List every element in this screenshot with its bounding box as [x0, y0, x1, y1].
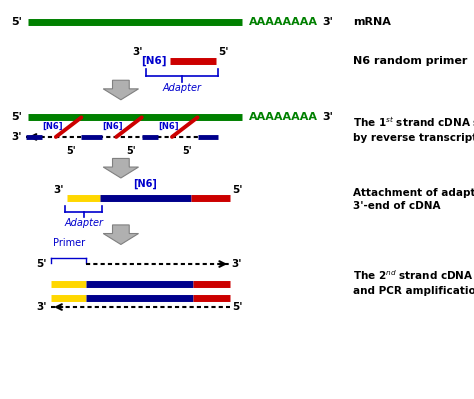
Text: 5': 5'	[11, 17, 22, 27]
Text: [N6]: [N6]	[102, 122, 123, 131]
Text: Attachment of adapter to: Attachment of adapter to	[353, 188, 474, 198]
Text: [N6]: [N6]	[158, 122, 179, 131]
Text: 3': 3'	[11, 132, 22, 142]
Text: 3': 3'	[322, 17, 333, 27]
Text: [N6]: [N6]	[141, 55, 166, 66]
Text: 3': 3'	[232, 259, 242, 269]
Text: Primer: Primer	[53, 237, 85, 248]
Text: The 1$^{st}$ strand cDNA synthesis: The 1$^{st}$ strand cDNA synthesis	[353, 115, 474, 131]
Text: N6 random primer: N6 random primer	[353, 56, 467, 66]
Text: 5': 5'	[182, 146, 192, 156]
Text: 5': 5'	[11, 113, 22, 122]
Polygon shape	[103, 225, 138, 245]
Text: 5': 5'	[127, 146, 136, 156]
Text: The 2$^{nd}$ strand cDNA synthesis: The 2$^{nd}$ strand cDNA synthesis	[353, 269, 474, 284]
Text: 3'-end of cDNA: 3'-end of cDNA	[353, 201, 441, 211]
Text: [N6]: [N6]	[133, 179, 157, 189]
Text: 5': 5'	[36, 259, 47, 269]
Text: Adapter: Adapter	[64, 218, 103, 228]
Text: by reverse transcription: by reverse transcription	[353, 133, 474, 143]
Text: 5': 5'	[218, 47, 228, 57]
Text: and PCR amplification: and PCR amplification	[353, 286, 474, 296]
Text: 3': 3'	[53, 185, 64, 195]
Text: 3': 3'	[132, 47, 142, 57]
Text: [N6]: [N6]	[42, 122, 63, 131]
Polygon shape	[103, 158, 138, 178]
Text: AAAAAAAA: AAAAAAAA	[248, 113, 318, 122]
Text: 5': 5'	[232, 302, 242, 312]
Polygon shape	[103, 80, 138, 100]
Text: 3': 3'	[322, 113, 333, 122]
Text: 5': 5'	[66, 146, 76, 156]
Text: Adapter: Adapter	[163, 83, 202, 93]
Text: 3': 3'	[36, 302, 47, 312]
Text: AAAAAAAA: AAAAAAAA	[248, 17, 318, 27]
Text: mRNA: mRNA	[353, 17, 391, 27]
Text: 5': 5'	[232, 185, 242, 195]
